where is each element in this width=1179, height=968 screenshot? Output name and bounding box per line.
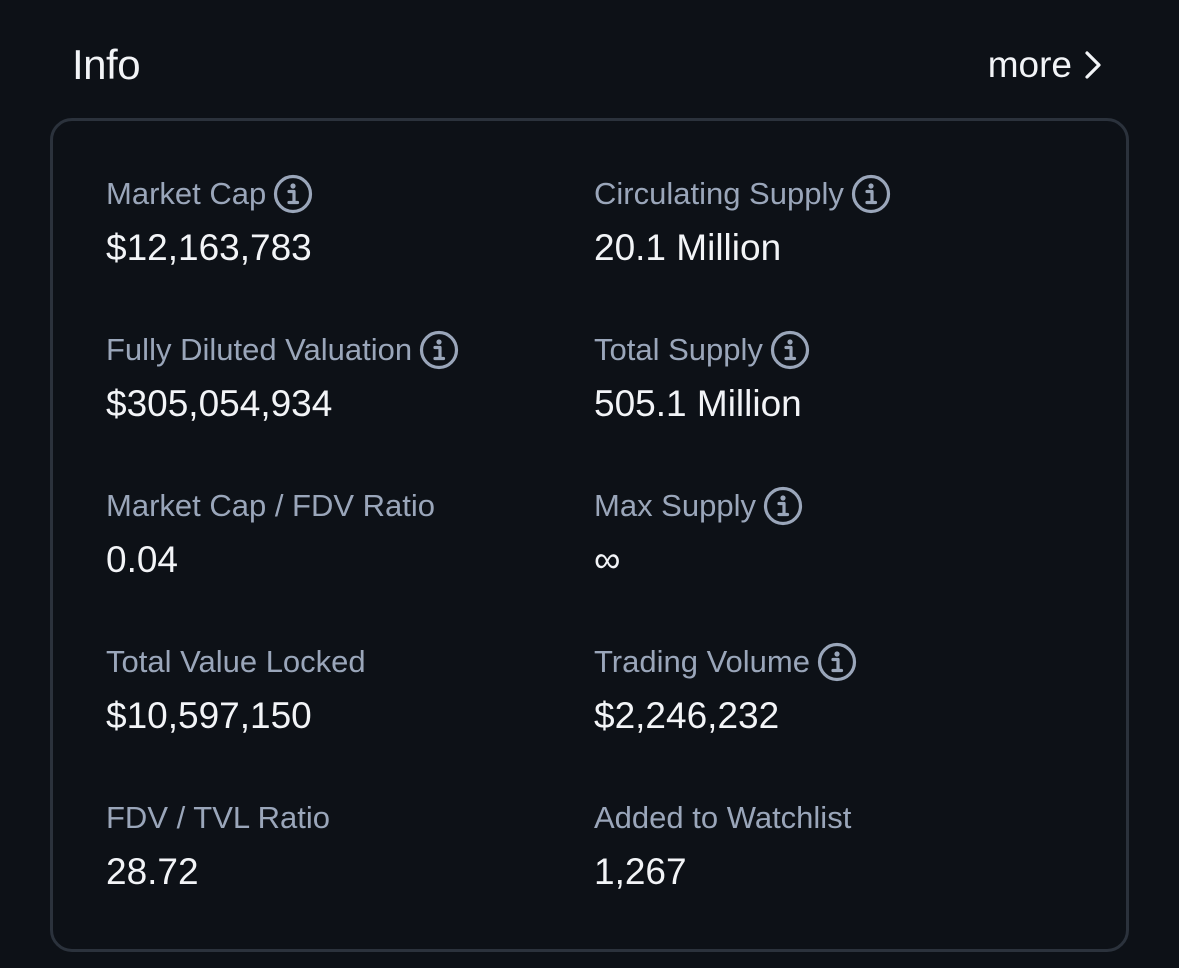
stat-value: 20.1 Million bbox=[594, 227, 782, 268]
stat-label-row: FDV / TVL Ratio bbox=[106, 795, 594, 841]
stat-label-row: Added to Watchlist bbox=[594, 795, 1074, 841]
stat-label: Fully Diluted Valuation bbox=[106, 332, 413, 367]
stat-label-row: Market Cap bbox=[106, 171, 594, 217]
stat-value: $2,246,232 bbox=[594, 695, 780, 736]
info-circle-icon[interactable] bbox=[769, 329, 811, 371]
stats-grid: Market Cap $12,163,783 Circulating Supply 2… bbox=[106, 171, 1074, 951]
stat-value: 0.04 bbox=[106, 539, 179, 580]
stat-value: $10,597,150 bbox=[106, 695, 312, 736]
stat-label-row: Trading Volume bbox=[594, 639, 1074, 685]
stat-fdv-tvl-ratio: FDV / TVL Ratio 28.72 bbox=[106, 795, 594, 951]
info-circle-icon[interactable] bbox=[850, 173, 892, 215]
info-header: Info more bbox=[72, 38, 1102, 92]
info-circle-icon[interactable] bbox=[816, 641, 858, 683]
stat-max-supply: Max Supply ∞ bbox=[594, 483, 1074, 639]
stat-label: FDV / TVL Ratio bbox=[106, 800, 330, 835]
chevron-right-icon bbox=[1085, 51, 1101, 79]
more-link[interactable]: more bbox=[988, 44, 1102, 86]
stat-label: Added to Watchlist bbox=[594, 800, 852, 835]
stat-label-row: Circulating Supply bbox=[594, 171, 1074, 217]
stat-label-row: Total Supply bbox=[594, 327, 1074, 373]
stat-label: Market Cap / FDV Ratio bbox=[106, 488, 436, 523]
section-title: Info bbox=[72, 41, 141, 88]
stat-value: 505.1 Million bbox=[594, 383, 802, 424]
stat-added-to-watchlist: Added to Watchlist 1,267 bbox=[594, 795, 1074, 951]
stat-label-row: Total Value Locked bbox=[106, 639, 594, 685]
stat-total-supply: Total Supply 505.1 Million bbox=[594, 327, 1074, 483]
stat-value: $305,054,934 bbox=[106, 383, 333, 424]
stat-label: Circulating Supply bbox=[594, 176, 844, 211]
info-circle-icon[interactable] bbox=[418, 329, 460, 371]
stat-label: Max Supply bbox=[594, 488, 756, 523]
stat-trading-volume: Trading Volume $2,246,232 bbox=[594, 639, 1074, 795]
stat-value: 1,267 bbox=[594, 851, 687, 892]
info-circle-icon[interactable] bbox=[272, 173, 314, 215]
stat-label: Market Cap bbox=[106, 176, 267, 211]
info-card: Market Cap $12,163,783 Circulating Supply 2… bbox=[50, 118, 1129, 952]
info-circle-icon[interactable] bbox=[762, 485, 804, 527]
stat-market-cap-fdv-ratio: Market Cap / FDV Ratio 0.04 bbox=[106, 483, 594, 639]
stat-value: 28.72 bbox=[106, 851, 199, 892]
stat-label-row: Market Cap / FDV Ratio bbox=[106, 483, 594, 529]
stat-fully-diluted-valuation: Fully Diluted Valuation $305,054,934 bbox=[106, 327, 594, 483]
stat-label: Trading Volume bbox=[594, 644, 810, 679]
stat-value: $12,163,783 bbox=[106, 227, 312, 268]
stat-total-value-locked: Total Value Locked $10,597,150 bbox=[106, 639, 594, 795]
stat-label-row: Max Supply bbox=[594, 483, 1074, 529]
stat-market-cap: Market Cap $12,163,783 bbox=[106, 171, 594, 327]
more-label: more bbox=[987, 44, 1072, 85]
stat-label-row: Fully Diluted Valuation bbox=[106, 327, 594, 373]
stat-value: ∞ bbox=[594, 539, 621, 580]
stat-label: Total Value Locked bbox=[106, 644, 366, 679]
stat-label: Total Supply bbox=[594, 332, 763, 367]
stat-circulating-supply: Circulating Supply 20.1 Million bbox=[594, 171, 1074, 327]
